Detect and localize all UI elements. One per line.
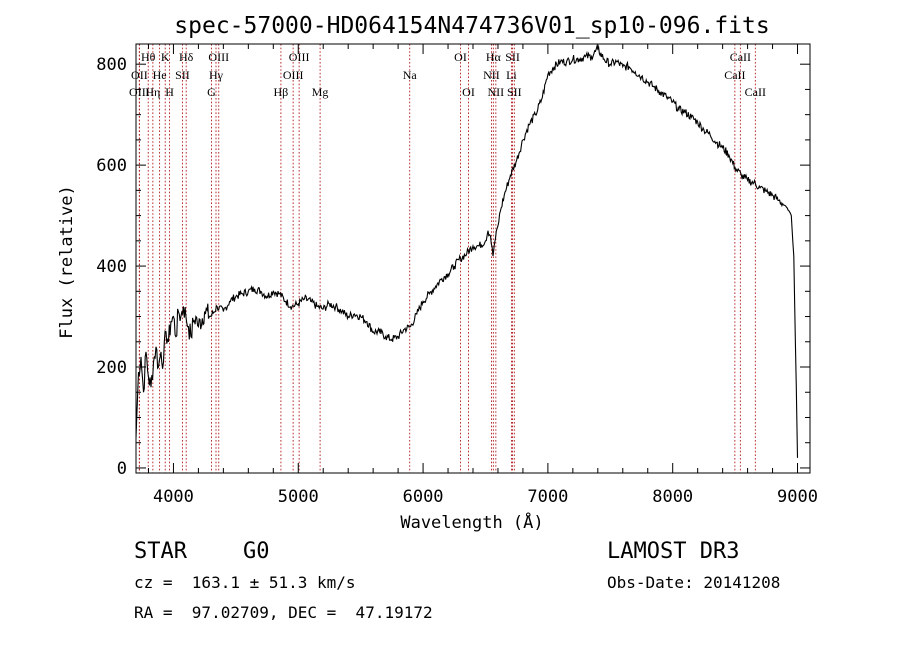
redshift-readout: cz = 163.1 ± 51.3 km/s bbox=[134, 573, 356, 592]
marker-label-17: OI bbox=[454, 50, 467, 64]
marker-label-10: Hγ bbox=[209, 68, 224, 82]
marker-label-7: H bbox=[165, 85, 174, 99]
x-tick-label-3: 7000 bbox=[527, 487, 568, 507]
spectrum-line bbox=[135, 44, 799, 458]
x-axis-ticks: 4000 5000 6000 7000 8000 9000 bbox=[147, 44, 818, 507]
x-tick-label-4: 8000 bbox=[652, 487, 693, 507]
marker-label-4: He bbox=[153, 68, 167, 82]
marker-label-9: OIII bbox=[208, 50, 229, 64]
y-tick-label-3: 600 bbox=[96, 156, 127, 176]
marker-label-2: OIII bbox=[129, 85, 150, 99]
y-tick-label-0: 0 bbox=[117, 459, 127, 479]
marker-label-12: Hβ bbox=[274, 85, 289, 99]
marker-label-1: OII bbox=[131, 68, 148, 82]
marker-label-23: Li bbox=[506, 68, 517, 82]
y-axis-ticks: 0 200 400 600 800 bbox=[96, 55, 810, 479]
marker-label-26: CaII bbox=[724, 68, 745, 82]
y-tick-label-2: 400 bbox=[96, 257, 127, 277]
marker-label-11: G bbox=[207, 85, 216, 99]
y-tick-label-4: 800 bbox=[96, 55, 127, 75]
marker-label-18: OI bbox=[462, 85, 475, 99]
marker-label-21: NII bbox=[488, 85, 505, 99]
object-class: STAR bbox=[134, 539, 187, 564]
object-subclass: G0 bbox=[243, 539, 270, 564]
marker-label-15: Mg bbox=[312, 85, 329, 99]
x-tick-label-1: 5000 bbox=[278, 487, 319, 507]
x-tick-label-5: 9000 bbox=[777, 487, 818, 507]
marker-label-16: Na bbox=[403, 68, 418, 82]
plot-frame bbox=[135, 43, 811, 474]
y-tick-label-1: 200 bbox=[96, 358, 127, 378]
marker-label-22: SII bbox=[505, 50, 520, 64]
y-axis-label: Flux (relative) bbox=[57, 185, 77, 339]
x-axis-label: Wavelength (Å) bbox=[400, 511, 543, 533]
marker-label-25: CaII bbox=[730, 50, 751, 64]
marker-label-27: CaII bbox=[745, 85, 766, 99]
chart-title: spec-57000-HD064154N474736V01_sp10-096.f… bbox=[174, 13, 769, 39]
survey-name: LAMOST DR3 bbox=[607, 539, 740, 564]
emission-line-markers bbox=[138, 44, 756, 473]
marker-label-13: OIII bbox=[289, 50, 310, 64]
x-tick-label-0: 4000 bbox=[153, 487, 194, 507]
marker-label-8: Hδ bbox=[179, 50, 194, 64]
coordinates: RA = 97.02709, DEC = 47.19172 bbox=[134, 603, 433, 622]
marker-label-24: SII bbox=[507, 85, 522, 99]
obs-date: Obs-Date: 20141208 bbox=[607, 573, 781, 592]
x-tick-label-2: 6000 bbox=[403, 487, 444, 507]
marker-label-5: K bbox=[161, 50, 170, 64]
marker-label-19: Hα bbox=[486, 50, 502, 64]
marker-label-14: OIII bbox=[283, 68, 304, 82]
marker-label-0: Hθ bbox=[141, 50, 156, 64]
marker-label-3: Hη bbox=[145, 85, 160, 99]
marker-label-6: SII bbox=[175, 68, 190, 82]
marker-label-20: NII bbox=[483, 68, 500, 82]
